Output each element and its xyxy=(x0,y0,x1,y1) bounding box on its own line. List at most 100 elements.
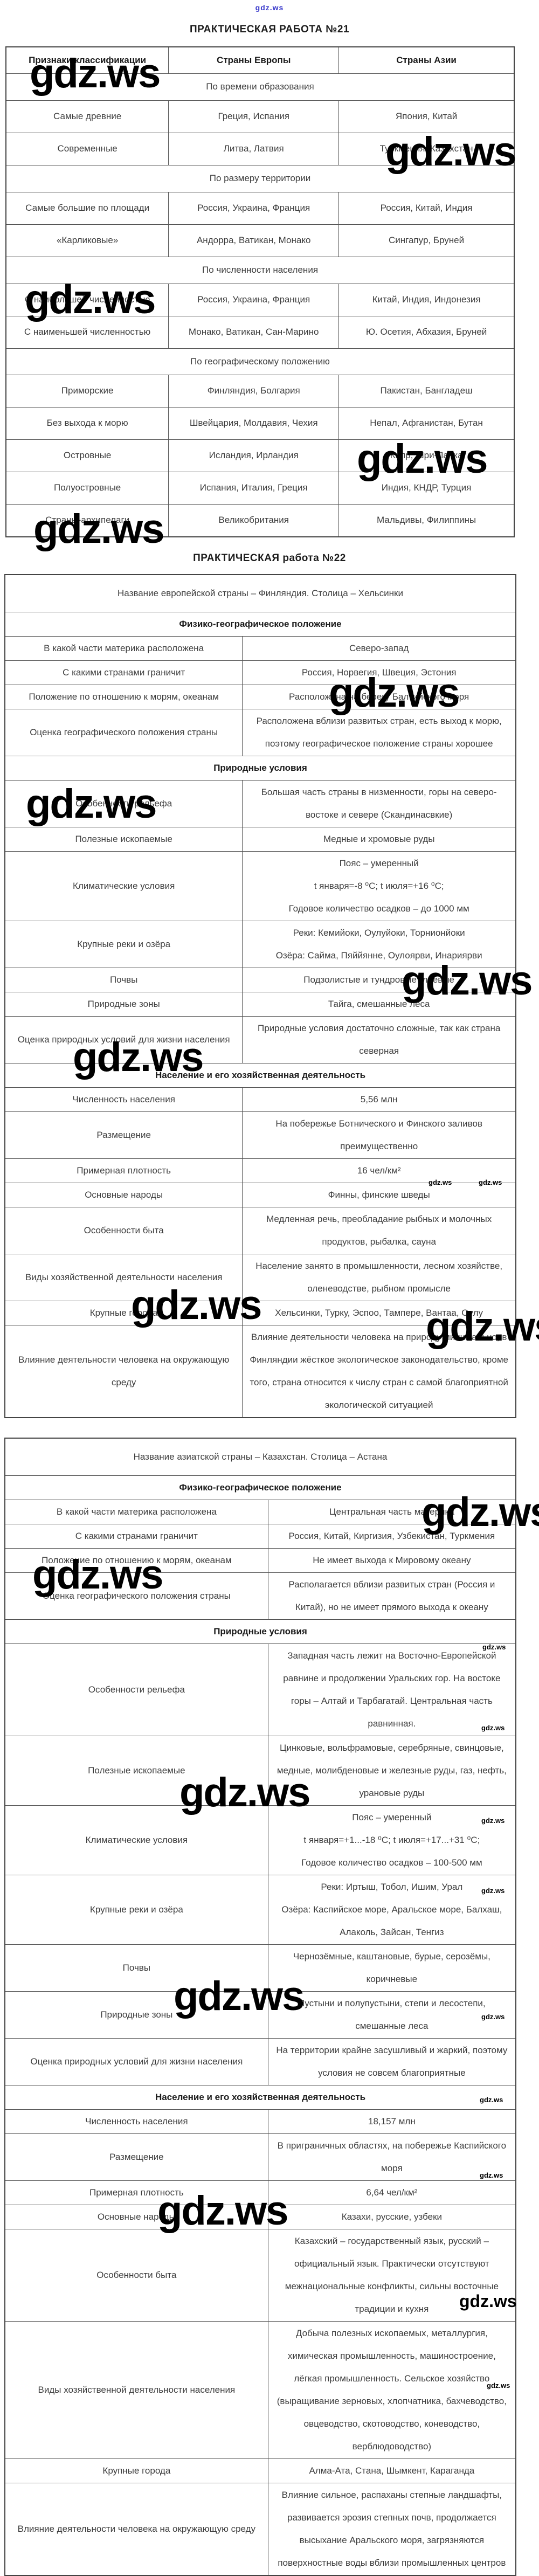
row-label-cell: Полезные ископаемые xyxy=(4,827,243,852)
row-label-cell: Оценка географического положения страны xyxy=(4,709,243,757)
row-label-cell: С какими странами граничит xyxy=(4,660,243,686)
table-row: В какой части материка расположена Центра… xyxy=(4,1500,516,1525)
row-label-cell: Положение по отношению к морям, океанам xyxy=(4,685,243,710)
row-value-cell: Северо-запад xyxy=(242,636,516,661)
row-label-cell: Почвы xyxy=(4,968,243,993)
row-value-cell: Туркмения, Казахстан xyxy=(338,132,515,165)
row-label-cell: Полезные ископаемые xyxy=(4,1736,268,1806)
section-row: Население и его хозяйственная деятельнос… xyxy=(4,1063,516,1088)
table-row: Особенности быта Медленная речь, преоблад… xyxy=(4,1207,516,1255)
table-row: Размещение На побережье Ботнического и Фи… xyxy=(4,1111,516,1159)
row-value-cell: 5,56 млн xyxy=(242,1087,516,1113)
section-row: Название азиатской страны – Казахстан. С… xyxy=(4,1438,516,1476)
finland-table-body: Название европейской страны – Финляндия.… xyxy=(4,574,516,1418)
row-value-cell: Испания, Италия, Греция xyxy=(168,472,340,505)
section-row: Физико-географическое положение xyxy=(4,1475,516,1501)
row-label-cell: Крупные города xyxy=(4,2458,268,2484)
row-value-cell: Мальдивы, Филиппины xyxy=(338,504,515,537)
table-row: Полезные ископаемые Медные и хромовые руд… xyxy=(4,827,516,852)
row-value-cell: 6,64 чел/км² xyxy=(267,2180,516,2206)
row-label-cell: Страны-архипелаги xyxy=(5,504,169,537)
row-label-cell: Крупные реки и озёра xyxy=(4,921,243,969)
row-label-cell: «Карликовые» xyxy=(5,224,169,257)
row-value-cell: Ю. Осетия, Абхазия, Бруней xyxy=(338,315,515,349)
row-label-cell: Оценка природных условий для жизни насел… xyxy=(4,1016,243,1064)
section-header-cell: По размеру территории xyxy=(5,164,515,192)
table-row: Самые древние Греция, Испания Япония, Кита… xyxy=(5,100,515,133)
row-label-cell: В какой части материка расположена xyxy=(4,1500,268,1525)
section-row: Население и его хозяйственная деятельнос… xyxy=(4,2085,516,2110)
row-value-cell: Пояс – умеренный t января=-8 ⁰С; t июля=… xyxy=(242,851,516,922)
row-value-cell: Цинковые, вольфрамовые, серебряные, свин… xyxy=(267,1736,516,1806)
row-value-cell: 18,157 млн xyxy=(267,2109,516,2135)
row-label-cell: В какой части материка расположена xyxy=(4,636,243,661)
row-value-cell: В приграничных областях, на побережье Ка… xyxy=(267,2133,516,2181)
row-value-cell: Швейцария, Молдавия, Чехия xyxy=(168,407,340,440)
table-row: Островные Исландия, Ирландия Кипр, Шри-Лан… xyxy=(5,439,515,473)
row-label-cell: Оценка географического положения страны xyxy=(4,1572,268,1620)
row-value-cell: Россия, Норвегия, Швеция, Эстония xyxy=(242,660,516,686)
table-row: С какими странами граничит Россия, Китай,… xyxy=(4,1524,516,1549)
work22-title: ПРАКТИЧЕСКАЯ работа №22 xyxy=(193,553,346,564)
kazakhstan-table-body: Название азиатской страны – Казахстан. С… xyxy=(4,1438,516,2576)
section-header-cell: Физико-географическое положение xyxy=(4,612,516,637)
row-value-cell: Андорра, Ватикан, Монако xyxy=(168,224,340,257)
row-value-cell: Располагается вблизи развитых стран (Рос… xyxy=(267,1572,516,1620)
section-header-cell: Физико-географическое положение xyxy=(4,1475,516,1501)
classification-table-body: По времени образования Самые древние Греци… xyxy=(5,73,515,537)
table-row: Численность населения 18,157 млн xyxy=(4,2109,516,2135)
section-header-cell: Население и его хозяйственная деятельнос… xyxy=(4,2085,516,2110)
classification-table: Признаки классификации Страны Европы Стр… xyxy=(5,46,515,538)
table-row: Почвы Подзолистые и тундровые глеевые xyxy=(4,968,516,993)
table-row: Положение по отношению к морям, океанам Р… xyxy=(4,685,516,710)
row-value-cell: Великобритания xyxy=(168,504,340,537)
merged-title-cell: Название европейской страны – Финляндия.… xyxy=(4,574,516,613)
work21-title: ПРАКТИЧЕСКАЯ РАБОТА №21 xyxy=(189,24,350,35)
row-value-cell: Россия, Украина, Франция xyxy=(168,283,340,316)
section-header-cell: По географическому положению xyxy=(5,348,515,376)
row-label-cell: Размещение xyxy=(4,2133,268,2181)
section-row: По географическому положению xyxy=(5,348,515,376)
table-row: Климатические условия Пояс – умеренный t … xyxy=(4,851,516,922)
row-label-cell: Численность населения xyxy=(4,1087,243,1113)
row-label-cell: Крупные реки и озёра xyxy=(4,1875,268,1945)
row-label-cell: Полуостровные xyxy=(5,472,169,505)
row-value-cell: Реки: Кемийоки, Оулуйоки, Торнионйоки Оз… xyxy=(242,921,516,969)
row-label-cell: Численность населения xyxy=(4,2109,268,2135)
section-row: По численности населения xyxy=(5,256,515,284)
table-row: Влияние деятельности человека на окружаю… xyxy=(4,1325,516,1418)
gdzws-link[interactable]: gdz.ws xyxy=(255,3,284,12)
row-label-cell: Современные xyxy=(5,132,169,165)
table-row: Приморские Финляндия, Болгария Пакистан, Б… xyxy=(5,375,515,408)
table-row: Природные зоны Пустыни и полупустыни, сте… xyxy=(4,1991,516,2039)
table-row: В какой части материка расположена Северо… xyxy=(4,636,516,661)
table-row: Основные народы Казахи, русские, узбеки xyxy=(4,2205,516,2230)
row-value-cell: Добыча полезных ископаемых, металлургия,… xyxy=(267,2321,516,2460)
section-row: По времени образования xyxy=(5,73,515,101)
table-row: Крупные реки и озёра Реки: Иртыш, Тобол, … xyxy=(4,1875,516,1945)
table-row: Примерная плотность 6,64 чел/км² xyxy=(4,2180,516,2206)
row-label-cell: Климатические условия xyxy=(4,1805,268,1876)
row-value-cell: Влияние деятельности человека на природу… xyxy=(242,1325,516,1418)
row-label-cell: Основные народы xyxy=(4,1183,243,1208)
row-label-cell: С наименьшей численностью xyxy=(5,315,169,349)
row-value-cell: Литва, Латвия xyxy=(168,132,340,165)
table-row: Оценка географического положения страны Р… xyxy=(4,1572,516,1620)
row-value-cell: Тайга, смешанные леса xyxy=(242,992,516,1017)
column-header-europe: Страны Европы xyxy=(168,46,340,74)
table-row: Страны-архипелаги Великобритания Мальдивы,… xyxy=(5,504,515,537)
table-row: Численность населения 5,56 млн xyxy=(4,1087,516,1113)
column-header-asia: Страны Азии xyxy=(338,46,515,74)
row-label-cell: Размещение xyxy=(4,1111,243,1159)
row-value-cell: Расположена на берегу Балтийского моря xyxy=(242,685,516,710)
row-label-cell: Примерная плотность xyxy=(4,2180,268,2206)
table-row: С наименьшей численностью Монако, Ватикан… xyxy=(5,315,515,349)
row-label-cell: Виды хозяйственной деятельности населени… xyxy=(4,1254,243,1302)
table-row: Полуостровные Испания, Италия, Греция Инди… xyxy=(5,472,515,505)
table-row: Современные Литва, Латвия Туркмения, Казах… xyxy=(5,132,515,165)
row-value-cell: Казахский – государственный язык, русски… xyxy=(267,2229,516,2322)
row-value-cell: Япония, Китай xyxy=(338,100,515,133)
row-value-cell: Природные условия достаточно сложные, та… xyxy=(242,1016,516,1064)
table-row: Особенности быта Казахский – государствен… xyxy=(4,2229,516,2322)
row-value-cell: Алма-Ата, Стана, Шымкент, Караганда xyxy=(267,2458,516,2484)
